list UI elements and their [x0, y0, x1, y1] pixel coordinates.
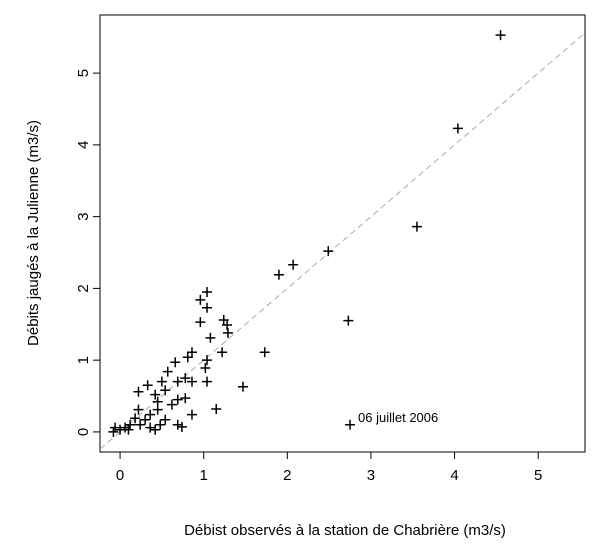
x-tick-label: 1: [200, 467, 208, 484]
point: [202, 355, 213, 366]
reference-line: [99, 32, 586, 450]
point: [123, 424, 134, 435]
point: [130, 413, 141, 424]
point: [202, 376, 213, 387]
point: [110, 422, 121, 433]
point: [133, 404, 144, 415]
point: [211, 403, 222, 414]
point: [452, 123, 463, 134]
y-tick-label: 4: [75, 141, 92, 149]
point: [115, 424, 126, 435]
point: [186, 347, 197, 358]
point: [135, 419, 146, 430]
point: [150, 424, 161, 435]
point: [202, 302, 213, 313]
x-tick-label: 2: [283, 467, 291, 484]
point: [273, 269, 284, 280]
x-tick-label: 4: [450, 467, 458, 484]
point: [202, 286, 213, 297]
point: [200, 363, 211, 374]
point: [172, 419, 183, 430]
point: [345, 419, 356, 430]
point: [145, 422, 156, 433]
y-tick-label: 3: [75, 212, 92, 220]
point: [186, 409, 197, 420]
point: [145, 409, 156, 420]
point: [288, 259, 299, 270]
plot-frame: [99, 14, 586, 453]
point: [205, 332, 216, 343]
point: [259, 347, 270, 358]
point: [172, 394, 183, 405]
x-tick-label: 3: [367, 467, 375, 484]
point: [195, 317, 206, 328]
point: [495, 30, 506, 41]
point: [155, 419, 166, 430]
point: [323, 246, 334, 257]
x-axis-label: Débist observés à la station de Chabrièr…: [184, 522, 506, 539]
point: [142, 380, 153, 391]
point: [218, 314, 229, 325]
point: [160, 414, 171, 425]
point: [217, 347, 228, 358]
point: [172, 376, 183, 387]
point: [180, 393, 191, 404]
point: [180, 373, 191, 384]
point: [411, 221, 422, 232]
point: [222, 319, 233, 330]
y-tick-label: 5: [75, 69, 92, 77]
point: [133, 386, 144, 397]
point: [343, 315, 354, 326]
point: [150, 389, 161, 400]
point: [237, 381, 248, 392]
point: [176, 421, 187, 432]
point: [170, 357, 181, 368]
y-axis-label: Débits jaugés à la Julienne (m3/s): [25, 120, 42, 346]
y-tick-label: 2: [75, 284, 92, 292]
point: [160, 385, 171, 396]
point: [156, 376, 167, 387]
y-tick-label: 0: [75, 428, 92, 436]
point: [140, 414, 151, 425]
point: [195, 294, 206, 305]
point: [182, 352, 193, 363]
annotation: 06 juillet 2006: [358, 410, 438, 425]
point: [222, 327, 233, 338]
point: [162, 366, 173, 377]
point: [186, 376, 197, 387]
point: [108, 426, 119, 437]
x-tick-label: 0: [116, 467, 124, 484]
point: [152, 404, 163, 415]
point: [125, 419, 136, 430]
y-tick-label: 1: [75, 356, 92, 364]
point: [166, 399, 177, 410]
x-tick-label: 5: [534, 467, 542, 484]
